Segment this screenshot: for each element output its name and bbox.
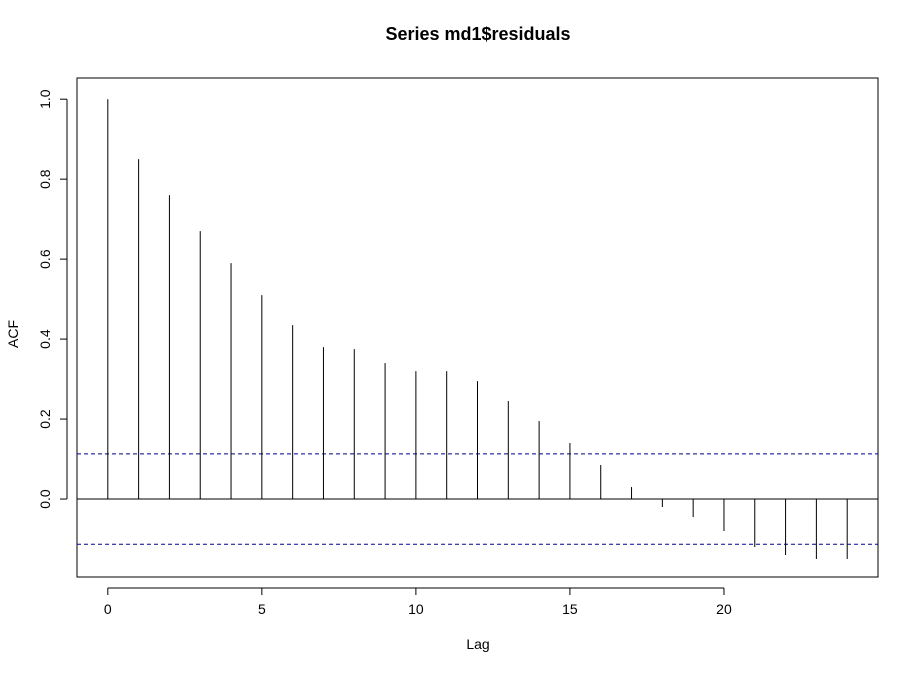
y-axis: 0.0 0.2 0.4 0.6 0.8 1.0 (37, 89, 68, 509)
y-tick-label-4: 0.8 (37, 169, 53, 189)
plot-marks (77, 99, 878, 560)
y-tick-label-2: 0.4 (37, 329, 53, 349)
x-tick-label-5: 5 (258, 601, 266, 617)
chart-title: Series md1$residuals (385, 24, 570, 44)
x-axis: 0 5 10 15 20 (104, 587, 732, 617)
x-tick-label-15: 15 (562, 601, 578, 617)
x-axis-label: Lag (466, 636, 489, 652)
y-tick-label-3: 0.6 (37, 249, 53, 269)
y-tick-label-5: 1.0 (37, 89, 53, 109)
y-axis-label: ACF (5, 320, 21, 348)
y-tick-label-0: 0.0 (37, 489, 53, 509)
x-tick-label-20: 20 (716, 601, 732, 617)
x-tick-label-10: 10 (408, 601, 424, 617)
plot-frame (76, 77, 879, 578)
x-tick-label-0: 0 (104, 601, 112, 617)
y-tick-label-1: 0.2 (37, 409, 53, 429)
